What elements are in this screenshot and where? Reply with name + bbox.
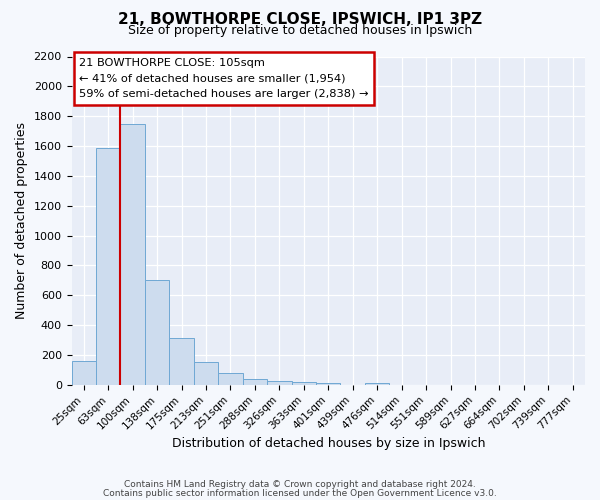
Bar [242, 379, 267, 385]
Text: Contains HM Land Registry data © Crown copyright and database right 2024.: Contains HM Land Registry data © Crown c… [124, 480, 476, 489]
Text: Size of property relative to detached houses in Ipswich: Size of property relative to detached ho… [128, 24, 472, 37]
Bar [71, 361, 96, 385]
Bar [194, 362, 218, 385]
Text: 21 BOWTHORPE CLOSE: 105sqm
← 41% of detached houses are smaller (1,954)
59% of s: 21 BOWTHORPE CLOSE: 105sqm ← 41% of deta… [79, 58, 369, 100]
Bar [292, 382, 316, 385]
Bar [316, 382, 340, 385]
Text: Contains public sector information licensed under the Open Government Licence v3: Contains public sector information licen… [103, 489, 497, 498]
Bar [218, 373, 242, 385]
Bar [145, 280, 169, 385]
Text: 21, BOWTHORPE CLOSE, IPSWICH, IP1 3PZ: 21, BOWTHORPE CLOSE, IPSWICH, IP1 3PZ [118, 12, 482, 28]
Y-axis label: Number of detached properties: Number of detached properties [15, 122, 28, 319]
Bar [96, 148, 121, 385]
Bar [365, 382, 389, 385]
Bar [267, 381, 292, 385]
Bar [121, 124, 145, 385]
Bar [169, 338, 194, 385]
X-axis label: Distribution of detached houses by size in Ipswich: Distribution of detached houses by size … [172, 437, 485, 450]
